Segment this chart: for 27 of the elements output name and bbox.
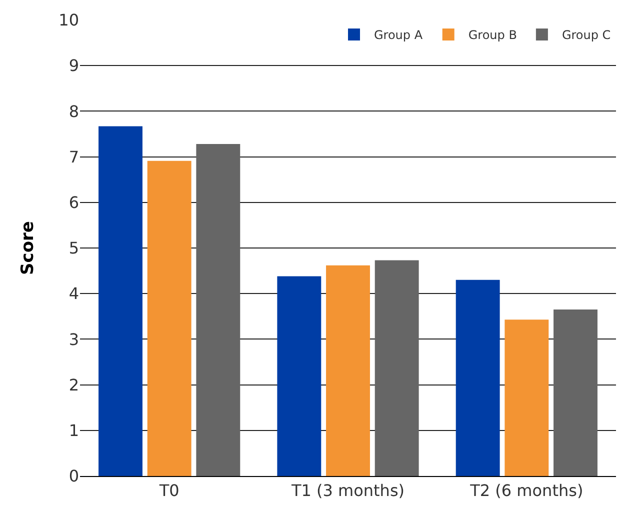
y-tick-label: 8	[68, 102, 79, 121]
x-tick-label: T2 (6 months)	[469, 481, 584, 500]
y-tick-label: 0	[68, 466, 79, 486]
legend-label: Group B	[468, 28, 517, 42]
bar	[98, 126, 142, 476]
y-tick-label: 6	[68, 193, 79, 212]
y-tick-label: 5	[68, 238, 79, 258]
y-tick-label: 1	[68, 421, 79, 440]
bar	[374, 260, 419, 476]
bar	[504, 320, 549, 476]
y-tick-label: 4	[68, 284, 79, 304]
y-tick-label: 10	[58, 10, 79, 30]
y-axis-title: Score	[18, 221, 38, 275]
bar	[456, 280, 500, 476]
legend-label: Group A	[374, 28, 424, 42]
x-tick-label: T1 (3 months)	[290, 481, 405, 500]
y-tick-label: 2	[68, 375, 79, 394]
y-tick-label: 7	[68, 147, 79, 166]
bar	[554, 310, 598, 476]
bar	[277, 276, 322, 476]
y-tick-label: 9	[68, 56, 79, 76]
x-tick-label: T0	[158, 481, 180, 500]
bar	[147, 160, 192, 476]
bar	[196, 144, 240, 476]
legend-label: Group C	[562, 28, 611, 42]
bar	[326, 265, 370, 476]
y-tick-label: 3	[68, 330, 79, 349]
